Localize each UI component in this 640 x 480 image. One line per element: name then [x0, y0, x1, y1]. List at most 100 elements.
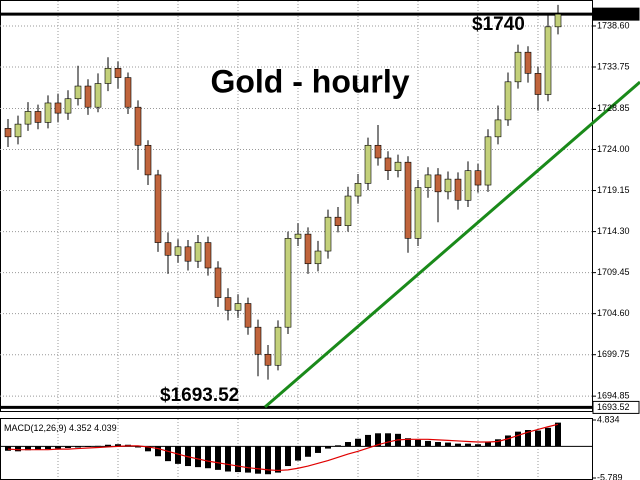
candle-body: [424, 174, 432, 188]
macd-bar: [335, 445, 341, 447]
macd-bar: [25, 446, 31, 451]
candle-body: [464, 170, 472, 201]
candle-body: [234, 303, 242, 311]
price-frame: [0, 0, 593, 412]
macd-bar: [115, 444, 121, 447]
candle-body: [144, 144, 152, 176]
candle-body: [544, 26, 552, 95]
price-tag: [592, 400, 640, 414]
candle-body: [14, 123, 22, 138]
macd-bar: [545, 427, 551, 447]
candle-body: [454, 178, 462, 201]
candle-body: [94, 83, 102, 108]
y2-tick-label: -5.789: [597, 472, 623, 480]
macd-bar: [235, 446, 241, 473]
macd-bar: [385, 433, 391, 447]
macd-bar: [375, 433, 381, 447]
macd-bar: [435, 442, 441, 447]
candle-body: [24, 111, 32, 125]
candle-body: [194, 242, 202, 262]
macd-bar: [415, 439, 421, 447]
macd-bar: [205, 446, 211, 469]
candle-body: [444, 178, 452, 193]
candle-body: [504, 81, 512, 121]
price-tag-label: 1693.52: [597, 402, 630, 412]
macd-bar: [525, 430, 531, 447]
trend-line: [264, 80, 640, 409]
macd-bar: [155, 446, 161, 457]
y-tick-label: 1714.30: [597, 226, 630, 236]
candle-body: [524, 51, 532, 74]
signal-value: 4.039: [94, 423, 117, 433]
chart-title: Gold - hourly: [210, 63, 409, 99]
macd-bar: [295, 446, 301, 461]
candle-body: [294, 233, 302, 239]
y-tick-label: 1738.60: [597, 20, 630, 30]
macd-bar: [105, 444, 111, 447]
macd-bar: [85, 446, 91, 447]
macd-bar: [285, 446, 291, 467]
candle-body: [354, 183, 362, 197]
macd-bar: [15, 446, 21, 452]
y2-tick-label: 4.834: [597, 414, 620, 424]
candle-body: [394, 161, 402, 171]
y-tick-label: 1728.85: [597, 103, 630, 113]
y-tick-label: 1709.45: [597, 267, 630, 277]
macd-bar: [195, 446, 201, 468]
signal-line: [7, 423, 559, 472]
candle-body: [344, 195, 352, 226]
candle-body: [274, 326, 282, 366]
candle-body: [404, 161, 412, 239]
candle-body: [254, 326, 262, 355]
candle-body: [74, 85, 82, 100]
candle-body: [204, 242, 212, 269]
macd-bar: [535, 430, 541, 447]
marks: [0, 4, 592, 475]
y-tick-label: 1733.75: [597, 61, 630, 71]
y-tick-label: 1724.00: [597, 144, 630, 154]
annotation: $1740: [472, 14, 525, 35]
macd-bar: [425, 440, 431, 447]
candle-body: [314, 250, 322, 265]
candle-body: [364, 144, 372, 184]
price-tag: [592, 7, 640, 21]
annotation: $1693.52: [160, 385, 239, 406]
candle-body: [4, 128, 12, 138]
candle-body: [134, 106, 142, 146]
candle-body: [54, 102, 62, 114]
candle-body: [414, 187, 422, 239]
candle-body: [494, 119, 502, 138]
candle-body: [84, 85, 92, 108]
y-tick-label: 1699.75: [597, 349, 630, 359]
macd-bar: [515, 431, 521, 447]
macd-bar: [485, 442, 491, 447]
candle-body: [34, 111, 42, 123]
candle-body: [324, 216, 332, 252]
macd-bar: [175, 446, 181, 464]
candle-body: [44, 102, 52, 123]
macd-bar: [405, 438, 411, 447]
macd-bar: [325, 446, 331, 449]
candle-body: [124, 77, 132, 108]
macd-bar: [305, 446, 311, 457]
macd-bar: [555, 422, 561, 447]
candle-body: [64, 98, 72, 114]
macd-bar: [225, 446, 231, 472]
y-tick-label: 1719.15: [597, 185, 630, 195]
price-tag-label: 1740.00: [597, 9, 630, 19]
y-tick-label: 1694.85: [597, 391, 630, 401]
y-tick-label: 1704.60: [597, 308, 630, 318]
candle-body: [474, 170, 482, 186]
macd-name: MACD(12,26,9): [4, 423, 67, 433]
macd-bar: [165, 446, 171, 462]
candle-body: [174, 246, 182, 256]
macd-bar: [445, 442, 451, 447]
macd-value: 4.352: [69, 423, 92, 433]
macd-bar: [55, 446, 61, 449]
macd-bar: [345, 442, 351, 447]
candle-body: [284, 238, 292, 328]
candle-body: [264, 353, 272, 366]
candle-body: [104, 67, 112, 84]
candle-body: [514, 51, 522, 83]
